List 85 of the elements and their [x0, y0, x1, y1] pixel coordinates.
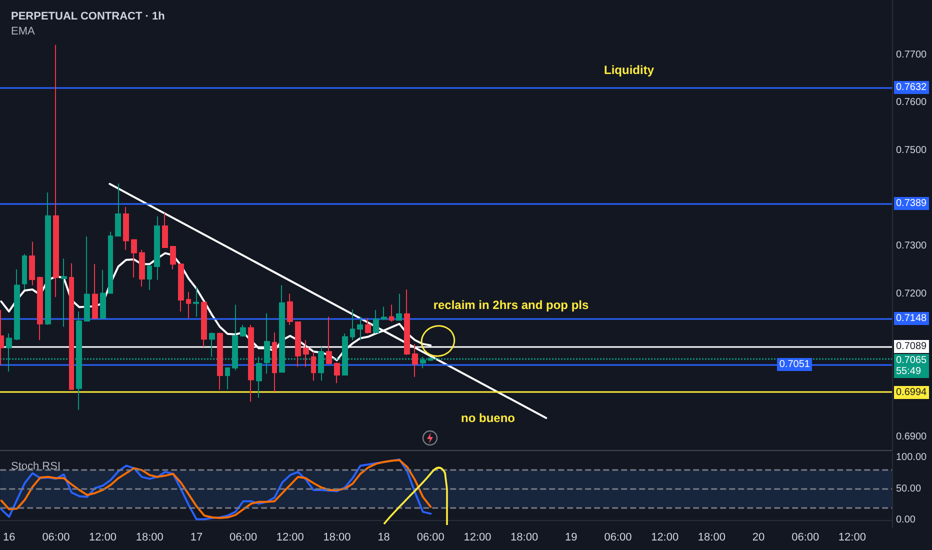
x-tick-label: 20: [752, 532, 765, 544]
candlestick: [45, 192, 51, 326]
text: PERPETUAL CONTRACT · 1h: [11, 10, 166, 22]
x-tick-label: 12:00: [89, 532, 117, 544]
y-tick-label: 0.6900: [896, 432, 928, 443]
x-tick-label: 18:00: [698, 532, 726, 544]
candlestick: [287, 293, 293, 326]
y-tick-label: 0.00: [896, 514, 916, 526]
candlestick: [311, 351, 316, 382]
x-tick-label: 12:00: [651, 532, 679, 544]
x-tick-label: 06:00: [604, 532, 632, 544]
candlestick: [404, 288, 410, 356]
x-tick-label: 06:00: [416, 532, 444, 544]
y-tick-label: 0.7200: [896, 288, 928, 300]
candlestick: [240, 324, 246, 338]
candlestick: [154, 216, 160, 280]
x-tick-label: 18:00: [510, 532, 538, 544]
x-tick-label: 18:00: [323, 532, 351, 544]
x-tick-label: 18:00: [136, 532, 164, 544]
candlestick: [37, 276, 43, 341]
ref-line-label: 0.7148: [894, 312, 929, 326]
candlestick: [53, 44, 59, 298]
ref-line-label: 0.7389: [894, 197, 929, 210]
candlestick: [162, 212, 168, 248]
candlestick: [92, 264, 98, 320]
candlestick: [225, 366, 230, 390]
annotation: no bueno: [461, 411, 515, 425]
annotation: Liquidity: [604, 63, 654, 77]
annotation: reclaim in 2hrs and pop pls: [433, 298, 590, 312]
candlestick: [123, 206, 129, 250]
candlestick: [170, 246, 176, 270]
x-tick-label: 18: [378, 532, 390, 544]
ref-line-label: 0.6994: [894, 386, 929, 399]
candlestick: [357, 316, 363, 341]
candlestick: [412, 343, 418, 378]
y-tick-label: 0.7300: [896, 240, 928, 252]
x-tick-label: 06:00: [42, 532, 70, 544]
x-tick-label: 12:00: [838, 532, 866, 544]
candlestick: [326, 316, 332, 365]
ref-line-label: 0.7051: [777, 358, 812, 372]
candlestick: [389, 304, 394, 322]
x-tick-label: 19: [565, 532, 578, 544]
x-tick-label: 06:00: [230, 532, 258, 544]
candlestick: [178, 262, 184, 312]
x-tick-label: 06:00: [792, 532, 820, 544]
candlestick: [365, 318, 371, 334]
y-tick-label: 100.00: [896, 452, 928, 464]
candlestick: [69, 262, 74, 390]
candlestick: [373, 310, 379, 334]
x-tick-label: 16: [2, 532, 16, 544]
y-tick-label: 0.7600: [896, 97, 928, 108]
y-tick-label: 0.7500: [896, 144, 928, 156]
candlestick: [22, 254, 27, 290]
ref-line-label: 0.7089: [894, 340, 929, 354]
candlestick: [108, 231, 113, 294]
candlestick: [29, 241, 35, 286]
candlestick: [147, 264, 152, 290]
candlestick: [334, 362, 340, 384]
y-tick-label: 50.00: [896, 483, 922, 494]
ref-line-label: 0.7632: [894, 80, 929, 94]
candlestick: [139, 249, 145, 288]
candlestick: [61, 258, 67, 328]
candlestick: [131, 238, 137, 278]
candlestick: [350, 309, 355, 341]
candlestick: [295, 320, 301, 368]
x-tick-label: 12:00: [276, 532, 304, 544]
candlestick: [14, 268, 20, 341]
x-tick-label: 17: [190, 532, 203, 544]
y-tick-label: 0.7700: [896, 49, 928, 60]
text: Stoch RSI: [11, 460, 61, 472]
candlestick: [186, 291, 191, 319]
candlestick: [272, 332, 277, 392]
candlestick: [217, 332, 223, 390]
candlestick: [303, 340, 309, 368]
ref-line-label: 0.7065 55:49: [894, 354, 929, 378]
candlestick: [115, 182, 121, 237]
candlestick: [193, 286, 199, 318]
candlestick: [381, 306, 387, 321]
candlestick: [100, 269, 106, 320]
x-tick-label: 12:00: [464, 532, 492, 544]
candlestick: [396, 293, 402, 322]
candlestick: [201, 300, 207, 348]
candlestick: [84, 236, 90, 322]
candlestick: [248, 324, 254, 402]
text: EMA: [11, 26, 36, 38]
